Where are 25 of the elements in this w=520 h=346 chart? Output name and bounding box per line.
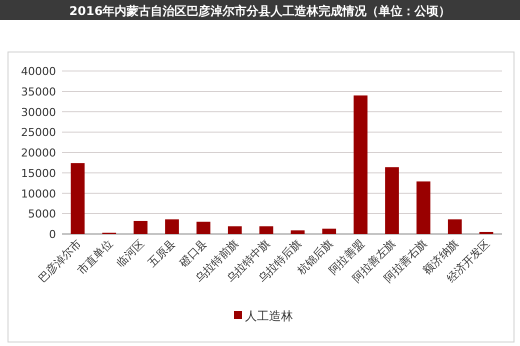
y-tick-label: 15000 xyxy=(21,166,56,180)
bar xyxy=(196,222,210,234)
bar xyxy=(290,230,305,234)
y-tick-label: 0 xyxy=(49,228,56,241)
bar xyxy=(134,220,148,234)
x-tick-label: 五原县 xyxy=(146,236,178,270)
chart-title: 2016年内蒙古自治区巴彦淖尔市分县人工造林完成情况（单位：公顷） xyxy=(69,4,451,18)
x-tick-label: 临河区 xyxy=(114,236,147,270)
legend-label: 人工造林 xyxy=(245,309,293,323)
y-tick-label: 20000 xyxy=(21,146,56,160)
y-tick-label: 5000 xyxy=(28,208,56,221)
y-tick-label: 35000 xyxy=(21,85,56,98)
bar xyxy=(448,219,462,234)
bar xyxy=(416,181,430,234)
bar xyxy=(165,219,179,234)
bar xyxy=(385,167,399,234)
y-tick-label: 40000 xyxy=(21,65,56,78)
y-tick-label: 30000 xyxy=(21,106,56,119)
y-tick-label: 25000 xyxy=(21,126,56,140)
bar xyxy=(228,226,242,234)
bar xyxy=(259,226,274,234)
bar xyxy=(70,163,85,234)
bar xyxy=(354,95,368,234)
bar xyxy=(322,228,336,234)
y-tick-label: 10000 xyxy=(21,187,56,200)
